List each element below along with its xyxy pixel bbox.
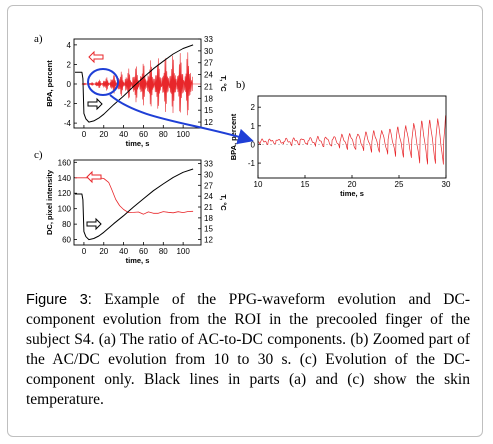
chart-b-xtick-label: 10: [254, 180, 263, 189]
chart-c-ytick-label: 140: [58, 174, 72, 183]
callouts: [87, 68, 254, 145]
chart-a-ytick-label: 4: [67, 41, 72, 50]
chart-a-ytick-label: -2: [64, 100, 72, 109]
chart-c-xtick-label: 40: [119, 247, 128, 256]
chart-c-ytick-right-label: 30: [204, 170, 213, 179]
chart-b-ytick-label: -1: [248, 159, 256, 168]
chart-c-ytick-label: 80: [62, 220, 71, 229]
chart-a-series-temperature: [75, 44, 194, 123]
caption-text: Example of the PPG-waveform evolution an…: [26, 291, 470, 408]
chart-b-series-ac-dc-ratio: [257, 115, 447, 165]
chart-a-xtick-label: 60: [139, 130, 148, 139]
chart-b-ytick-label: 0: [251, 140, 256, 149]
chart-a-ytick-right-label: 30: [204, 47, 213, 56]
chart-b-plot-frame: [257, 95, 447, 179]
chart-c-xtick-label: 80: [159, 247, 168, 256]
chart-c: 0 20 40 60 80 100 60 80 100 120 140 160 12 15 18 21 24 27…: [45, 158, 228, 265]
chart-c-plot-frame: [73, 159, 202, 246]
zoom-highlight-circle: [87, 68, 119, 96]
chart-c-series-dc: [75, 177, 194, 215]
chart-a-xtick-label: 0: [82, 130, 87, 139]
chart-c-series-temperature: [75, 168, 194, 241]
chart-b-xtick-label: 25: [395, 180, 404, 189]
chart-c-black-arrow: [86, 217, 102, 231]
chart-c-ytick-label: 60: [62, 236, 71, 245]
chart-c-ytick-label: 120: [58, 189, 72, 198]
figure-caption: Figure 3: Example of the PPG-waveform ev…: [26, 290, 470, 410]
chart-a-ytick-right-label: 12: [204, 118, 213, 127]
chart-b-xtick-label: 30: [442, 180, 451, 189]
chart-a-ytick-right-label: 18: [204, 94, 213, 103]
chart-c-ytick-right-label: 15: [204, 225, 213, 234]
chart-c-xtick-label: 60: [139, 247, 148, 256]
chart-c-ytick-label: 160: [58, 158, 72, 167]
chart-a-series-ac-dc-ratio: [81, 52, 193, 116]
chart-a-ytick-right-label: 24: [204, 71, 213, 80]
chart-a-xtick-label: 80: [159, 130, 168, 139]
chart-c-xtick-label: 20: [99, 247, 108, 256]
chart-a-xlabel: time, s: [126, 139, 150, 148]
chart-c-ytick-right-label: 12: [204, 236, 213, 245]
chart-a-ylabel-right: T, °C: [219, 75, 228, 92]
chart-b-xtick-label: 15: [301, 180, 310, 189]
chart-a-xtick-label: 40: [119, 130, 128, 139]
chart-a-ytick-right-label: 15: [204, 106, 213, 115]
chart-a-ytick-label: -4: [64, 119, 72, 128]
chart-c-ytick-label: 100: [58, 205, 72, 214]
figure-panel: [7, 5, 483, 437]
chart-c-red-arrow: [86, 170, 102, 184]
chart-a: 0 20 40 60 80 100-4-20241215182124273033time,…: [45, 35, 228, 148]
chart-c-xlabel: time, s: [126, 256, 150, 265]
chart-c-ytick-right-label: 24: [204, 192, 213, 201]
chart-a-red-arrow: [88, 50, 104, 64]
chart-a-ytick-right-label: 33: [204, 35, 213, 44]
chart-a-ytick-label: 0: [67, 80, 72, 89]
chart-a-xtick-label: 100: [176, 130, 190, 139]
panel-label-c: c): [34, 149, 43, 161]
chart-a-plot-frame: [73, 38, 202, 129]
chart-b-xlabel: time, s: [340, 189, 364, 198]
chart-a-ytick-right-label: 21: [204, 82, 213, 91]
chart-b-xtick-label: 20: [348, 180, 357, 189]
chart-c-ytick-right-label: 27: [204, 181, 213, 190]
panel-label-b: b): [236, 79, 246, 91]
zoom-callout-arrow: [109, 94, 254, 145]
chart-b-ylabel: BPA, percent: [229, 113, 238, 160]
chart-b: 10 15 20 25 30 -1 0 1 2 time, s BPA, percent: [229, 95, 451, 198]
panel-label-a: a): [34, 33, 43, 45]
chart-c-xtick-label: 0: [82, 247, 87, 256]
chart-c-ytick-right-label: 21: [204, 203, 213, 212]
chart-c-ytick-right-label: 18: [204, 214, 213, 223]
chart-c-xtick-label: 100: [176, 247, 190, 256]
chart-b-ytick-label: 1: [251, 122, 256, 131]
chart-a-ytick-right-label: 27: [204, 59, 213, 68]
chart-c-ylabel: DC, pixel intensity: [45, 169, 54, 235]
chart-b-ytick-label: 2: [251, 103, 256, 112]
chart-a-black-arrow: [87, 97, 103, 111]
chart-a-ytick-label: 2: [67, 60, 72, 69]
chart-c-ylabel-right: T, °C: [219, 194, 228, 211]
chart-a-xtick-label: 20: [99, 130, 108, 139]
chart-a-ylabel: BPA, percent: [45, 60, 54, 107]
chart-c-ytick-right-label: 33: [204, 160, 213, 169]
caption-label: Figure 3:: [26, 292, 92, 308]
